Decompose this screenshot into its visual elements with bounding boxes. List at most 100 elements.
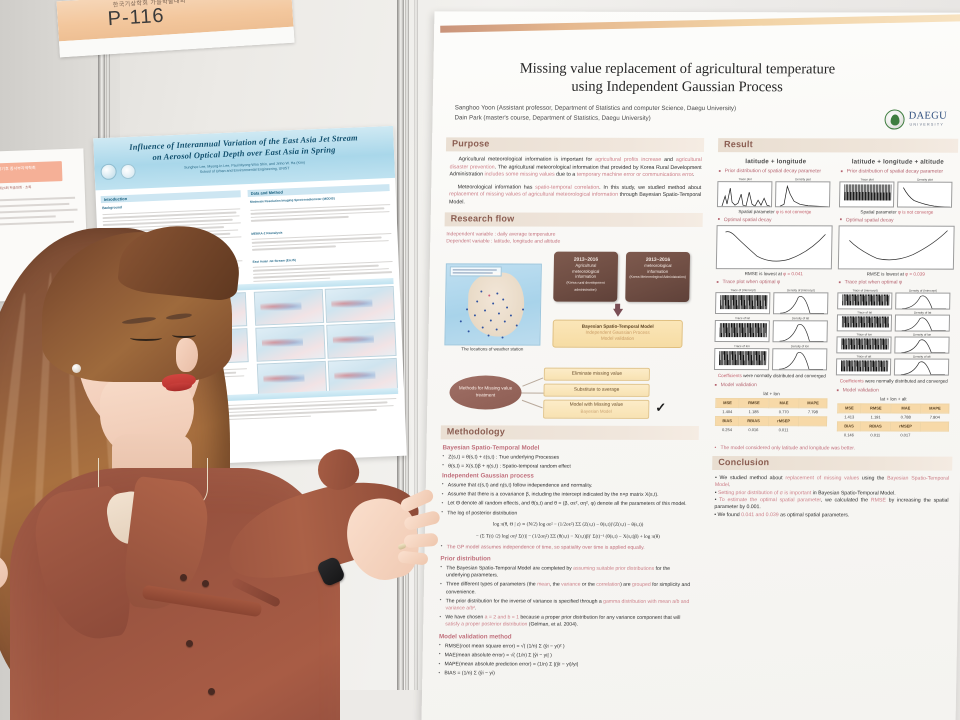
result-col2-bullet-trace: Trace plot when optimal φ [845, 280, 954, 287]
purpose-heading: Purpose [451, 138, 490, 149]
model-box-title: Bayesian Spatio-Temporal Model [581, 323, 654, 329]
col1-prior-note-hl: φ is not converge [775, 208, 812, 214]
coat-button [180, 574, 187, 581]
col2-td-bias: 0.146 [843, 432, 854, 438]
col2-td-mape: 7.804 [929, 414, 940, 420]
col1-prior-trace-plot [716, 180, 773, 207]
flow-arrow-down-icon [612, 308, 623, 317]
col1-coef-rest: were normally distributed and converged [741, 372, 826, 379]
col2-th-mape: MAPE [921, 403, 949, 414]
col2-prior-note-prefix: Spatial parameter [860, 209, 899, 215]
coat-button [202, 580, 209, 587]
eye-closed [130, 335, 162, 341]
col2-optimal-decay-plot [837, 225, 955, 270]
col1-td-rbias: 0.016 [748, 427, 759, 433]
finger [403, 532, 439, 549]
col2-density-plot-4 [893, 358, 950, 376]
result-col2-bullet-validation: Model validation [843, 388, 952, 395]
col2-prior-note-hl: φ is not converge [897, 209, 934, 215]
col1-td-rmsep: 0.011 [778, 427, 789, 433]
col1-th-rmsep: rMSEP [768, 416, 799, 426]
pearl-earring [72, 364, 81, 373]
poster-authors: Sanghoo Yoon (Assistant professor, Depar… [454, 103, 884, 124]
data-box-1-years: 2013~2016 [573, 257, 599, 263]
col2-th-rmse: RMSE [860, 403, 891, 413]
col1-td-mse: 1.404 [722, 409, 733, 415]
methodology-sub2-bullet-2: Assume that there is a covariance β, inc… [448, 492, 696, 500]
col1-optimal-note-hl: φ = 0.041 [783, 271, 803, 277]
data-source-box-agricultural: 2013~2016 Agricultural meteorological in… [553, 251, 619, 302]
methodology-sub1-bullet-2: θ(s,t) = X(s,t)β + η(s,t) : Spatio-tempo… [448, 463, 696, 471]
methodology-sub-3: Prior distribution [440, 555, 491, 563]
col2-prior-density-plot [896, 181, 953, 208]
result-col2-bullet-prior: Prior distribution of spatial decay para… [847, 168, 956, 175]
data-box-2-line1: meteorological [644, 263, 672, 269]
col2-trace-plot-2 [836, 314, 893, 332]
col2-td-rmsep: 0.017 [900, 432, 911, 438]
table-row: BIAS RBIAS rMSEP [837, 421, 949, 432]
option-eliminate-missing-value[interactable]: Eliminate missing value [543, 367, 651, 381]
section-header-research-flow: Research flow [444, 211, 703, 227]
poster-right-column: Result latitude + longitude Prior distri… [711, 138, 959, 520]
table-row: 0.254 0.016 0.011 [715, 425, 826, 434]
board-rail-center-2 [405, 0, 409, 720]
poster-korean-subtitle: 제24회 학술대회 · 초록 [0, 185, 32, 191]
table-row: MSE RMSE MAE MAPE [837, 403, 949, 414]
col2-density-plot-1 [895, 292, 951, 310]
col2-td-rbias: 0.011 [870, 432, 881, 438]
daegu-logo-sub: UNIVERSITY [909, 122, 945, 127]
result-col1-bullet-optimal: Optimal spatial decay [724, 217, 833, 224]
option-substitute-to-average[interactable]: Substitute to average [543, 383, 650, 397]
purpose-paragraph-2: Meteorological information has spatio-te… [448, 184, 702, 206]
col1-td-mae: 0.770 [778, 409, 789, 415]
table-row: BIAS RBIAS rMSEP [715, 416, 827, 426]
option-model-with-missing-value[interactable]: Model with Missing value Bayesian Model [543, 399, 650, 419]
conclusion-heading: Conclusion [718, 456, 770, 468]
placard-panel-number: P-116 [107, 4, 166, 31]
purpose-paragraph-1: Agricultural meteorological information … [449, 156, 702, 179]
board-rail-center-3 [414, 0, 418, 720]
data-box-1-line1: Agricultural [575, 262, 597, 268]
poster-top-accent-band [440, 14, 960, 33]
prior-bullet-1: The Bayesian Spatio-Temporal Model are c… [446, 565, 694, 580]
result-col1-bullet-trace: Trace plot when optimal φ [723, 279, 832, 286]
data-box-1-line3: information [575, 274, 597, 280]
col1-table-caption: lat + lon [763, 390, 780, 396]
col1-prior-note-prefix: Spatial parameter [738, 208, 776, 214]
section-header-purpose: Purpose [445, 137, 705, 153]
col1-th-mape: MAPE [799, 398, 827, 408]
data-box-2-source: (Korea Meteorological Administration) [629, 275, 686, 280]
col2-th-rbias: RBIAS [860, 421, 891, 431]
col2-trace-plot-4 [835, 358, 892, 376]
section-header-result: Result [717, 138, 959, 153]
result-col1-bullet-prior: Prior distribution of spatial decay para… [725, 168, 834, 175]
aerosol-bullet-background: Background [102, 205, 122, 211]
result-col1-title: latitude + longitude [745, 158, 807, 166]
map-caption: The locations of weather station [461, 345, 524, 352]
map-legend [449, 265, 502, 277]
col2-density-plot-3 [894, 336, 950, 354]
weather-station-map [444, 262, 542, 346]
col2-optimal-note: RMSE is lowest at φ = 0.039 [838, 272, 954, 277]
conclusion-bullet-4: • We found 0.041 and 0.039 as optimal sp… [714, 511, 850, 519]
col2-coefficients-note: Coefficients were normally distributed a… [836, 378, 952, 385]
col2-optimal-note-hl: φ = 0.039 [905, 271, 925, 277]
model-box-item-2: Model validation [600, 336, 635, 342]
aerosol-section-intro-label: Introduction [103, 195, 128, 202]
nose [176, 338, 198, 372]
result-col1-bullet-validation: Model validation [721, 382, 830, 389]
bayesian-model-box: Bayesian Spatio-Temporal Model Independe… [552, 319, 683, 348]
option-3-sub: Bayesian Model [580, 408, 612, 414]
col1-th-rmse: RMSE [739, 398, 769, 408]
col1-density-plot-1 [773, 291, 829, 315]
result-col2-bullet-optimal: Optimal spatial decay [846, 217, 955, 224]
methodology-sub-1: Bayesian Spatio-Temporal Model [442, 443, 540, 452]
data-box-2-years: 2013~2016 [645, 257, 671, 263]
coat-button [208, 688, 215, 695]
methodology-sub-2: Independent Gaussian process [441, 472, 534, 480]
col2-coef-rest: were normally distributed and converged [863, 378, 948, 384]
col1-th-bias: BIAS [715, 416, 739, 426]
col1-td-rmse: 1.185 [748, 409, 759, 415]
methodology-heading: Methodology [446, 426, 506, 437]
